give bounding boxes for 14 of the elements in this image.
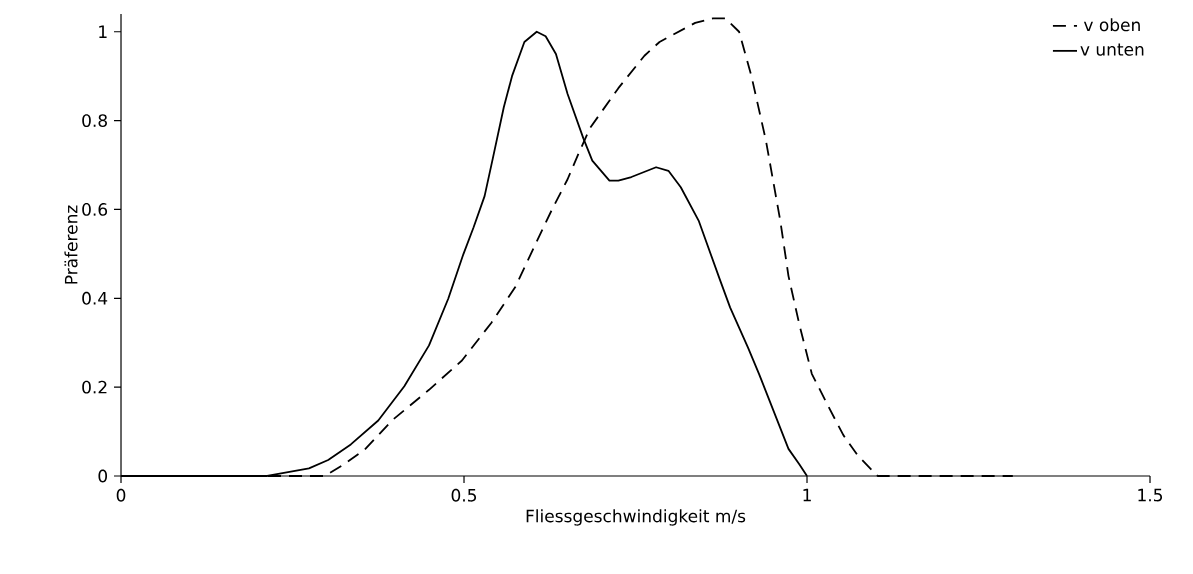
x-tick-label: 1.5 <box>1138 488 1163 502</box>
legend-label: v unten <box>1080 43 1144 56</box>
y-tick-label: 0.8 <box>82 114 107 128</box>
x-tick-label: 0.5 <box>451 488 477 502</box>
x-tick-label: 0 <box>116 488 126 502</box>
legend-label: v oben <box>1083 18 1140 32</box>
y-axis-title: Präferenz <box>64 205 78 284</box>
y-tick-label: 0.6 <box>82 203 108 216</box>
y-tick-label: 0.2 <box>82 380 107 394</box>
x-axis-title: Fliessgeschwindigkeit m/s <box>526 509 746 526</box>
x-tick-label: 1 <box>803 488 811 502</box>
y-tick-label: 0.4 <box>82 291 108 305</box>
y-tick-label: 0 <box>98 469 108 483</box>
y-tick-label: 1 <box>99 25 107 38</box>
